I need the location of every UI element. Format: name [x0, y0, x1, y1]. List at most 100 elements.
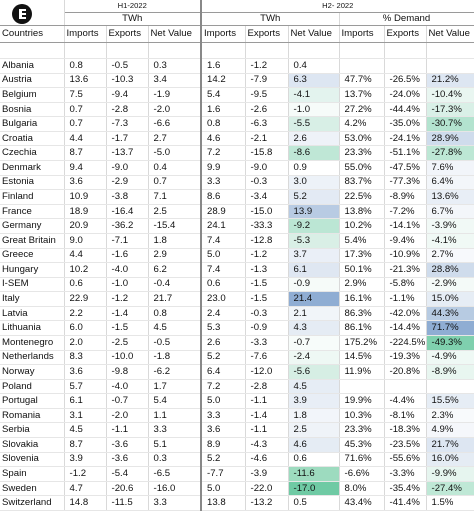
h2-exports-cell: -2.6 — [245, 102, 289, 118]
h1-net-cell: -2.0 — [148, 102, 202, 118]
h1-imports-cell: -1.2 — [64, 466, 107, 482]
pct-net-cell: 21.2% — [426, 73, 474, 89]
pct-net-cell: -17.3% — [426, 102, 474, 118]
h2-exports-cell: -4.6 — [245, 452, 289, 468]
logo-cell — [0, 0, 65, 26]
h2-exports-cell: -2.8 — [245, 379, 289, 395]
pct-net-cell: -27.8% — [426, 145, 474, 162]
country-cell: Denmark — [0, 160, 65, 176]
h2-imports-cell: 7.4 — [200, 262, 246, 278]
header-row-units: TWh TWh % Demand — [0, 12, 474, 26]
h2-imports-cell: 3.6 — [200, 422, 246, 439]
h2-net-cell: -9.2 — [288, 218, 340, 234]
h2-imports-cell: 4.6 — [200, 131, 246, 147]
h1-exports-cell: -3.8 — [106, 189, 149, 205]
h1-imports-cell: 3.6 — [64, 175, 107, 191]
pct-net-cell: 15.0% — [426, 291, 474, 307]
h1-exports-cell: -13.7 — [106, 145, 149, 162]
h1-imports-cell: 13.6 — [64, 73, 107, 89]
pct-imports-cell: 10.2% — [339, 218, 385, 234]
h2-imports-cell: 23.0 — [200, 291, 246, 307]
h2-imports-header: Imports — [200, 25, 246, 43]
pct-exports-cell: -18.3% — [384, 422, 427, 439]
h2-net-cell: 5.2 — [288, 189, 340, 205]
h2-exports-cell: -22.0 — [245, 481, 289, 497]
pct-imports-header: Imports — [339, 25, 385, 43]
table-row: Germany 20.9 -36.2 -15.4 24.1 -33.3 -9.2 10.2% -… — [0, 218, 474, 234]
h2-exports-cell: -1.2 — [245, 58, 289, 74]
table-row: Portugal 6.1 -0.7 5.4 5.0 -1.1 3.9 19.9% -4.4% 15… — [0, 393, 474, 409]
pct-exports-cell: -47.5% — [384, 160, 427, 176]
country-cell: Romania — [0, 408, 65, 424]
country-cell: Serbia — [0, 422, 65, 439]
h2-net-header: Net Value — [288, 25, 340, 43]
h2-imports-cell: 5.0 — [200, 481, 246, 497]
h1-net-cell: 0.7 — [148, 175, 202, 191]
h2-imports-cell: 3.3 — [200, 175, 246, 191]
h2-exports-cell: -15.0 — [245, 204, 289, 220]
h1-exports-cell: -4.0 — [106, 262, 149, 278]
h1-imports-cell: 2.0 — [64, 335, 107, 351]
h2-imports-cell: 14.2 — [200, 73, 246, 89]
h1-exports-cell: -2.5 — [106, 335, 149, 351]
pct-exports-cell: -41.4% — [384, 495, 427, 511]
pct-net-cell: 28.8% — [426, 262, 474, 278]
h2-imports-cell: 0.6 — [200, 277, 246, 293]
pct-imports-cell: 47.7% — [339, 73, 385, 89]
pct-exports-cell: -42.0% — [384, 306, 427, 322]
country-cell: Netherlands — [0, 350, 65, 366]
table-row: Slovenia 3.9 -3.6 0.3 5.2 -4.6 0.6 71.6% -55.6% 1… — [0, 452, 474, 468]
h2-net-cell: 1.8 — [288, 408, 340, 424]
h1-exports-cell: -3.6 — [106, 437, 149, 453]
pct-imports-cell: 8.0% — [339, 481, 385, 497]
table-row: Belgium 7.5 -9.4 -1.9 5.4 -9.5 -4.1 13.7% -24.0%… — [0, 87, 474, 103]
h1-imports-cell: 4.5 — [64, 422, 107, 439]
pct-imports-cell: 16.1% — [339, 291, 385, 307]
h2-net-cell: 0.4 — [288, 58, 340, 74]
pct-exports-cell: -24.0% — [384, 87, 427, 103]
table-row: Sweden 4.7 -20.6 -16.0 5.0 -22.0 -17.0 8.0% -35.… — [0, 481, 474, 497]
h2-imports-cell: 28.9 — [200, 204, 246, 220]
h2-net-cell: -5.3 — [288, 233, 340, 249]
h2-imports-cell: 24.1 — [200, 218, 246, 234]
country-cell: Poland — [0, 379, 65, 395]
pct-net-cell: -2.9% — [426, 277, 474, 293]
country-cell: Greece — [0, 248, 65, 264]
h2-exports-cell: -3.9 — [245, 466, 289, 482]
pct-exports-cell — [384, 379, 427, 395]
pct-net-cell: 2.3% — [426, 408, 474, 424]
h2-exports-cell: -15.8 — [245, 145, 289, 162]
pct-net-cell: 1.5% — [426, 495, 474, 511]
table-row: Lithuania 6.0 -1.5 4.5 5.3 -0.9 4.3 86.1% -14.4%… — [0, 320, 474, 336]
pct-exports-cell: -77.3% — [384, 175, 427, 191]
h2-exports-cell: -2.1 — [245, 131, 289, 147]
h2-exports-cell: -0.9 — [245, 320, 289, 336]
h1-imports-cell: 10.9 — [64, 189, 107, 205]
h1-net-cell: 1.7 — [148, 379, 202, 395]
pct-imports-cell: 17.3% — [339, 248, 385, 264]
h1-imports-cell: 0.7 — [64, 102, 107, 118]
h1-exports-cell: -10.0 — [106, 350, 149, 366]
h2-net-cell: 6.3 — [288, 73, 340, 89]
pct-imports-cell: 83.7% — [339, 175, 385, 191]
table-row: Serbia 4.5 -1.1 3.3 3.6 -1.1 2.5 23.3% -18.3% 4.9… — [0, 422, 474, 439]
table-row: France 18.9 -16.4 2.5 28.9 -15.0 13.9 13.8% -7.2… — [0, 204, 474, 220]
h2-exports-cell: -9.0 — [245, 160, 289, 176]
h1-imports-cell: 8.3 — [64, 350, 107, 366]
country-cell: Norway — [0, 364, 65, 380]
h2-exports-cell: -13.2 — [245, 495, 289, 511]
h2-net-cell: 4.5 — [288, 379, 340, 395]
h1-net-cell: 2.9 — [148, 248, 202, 264]
h2-period-header: H2- 2022 — [200, 0, 474, 13]
table-row: Spain -1.2 -5.4 -6.5 -7.7 -3.9 -11.6 -6.6% -3.3%… — [0, 466, 474, 482]
h2-net-cell: 2.1 — [288, 306, 340, 322]
h2-exports-cell: -1.2 — [245, 248, 289, 264]
h1-net-cell: 1.1 — [148, 408, 202, 424]
h2-exports-cell: -1.1 — [245, 393, 289, 409]
pct-imports-cell: -6.6% — [339, 466, 385, 482]
h1-net-cell: 21.7 — [148, 291, 202, 307]
h1-net-cell: -1.9 — [148, 87, 202, 103]
table-row: Great Britain 9.0 -7.1 1.8 7.4 -12.8 -5.3 5.4% -… — [0, 233, 474, 249]
pct-imports-cell: 53.0% — [339, 131, 385, 147]
pct-exports-cell: -8.9% — [384, 189, 427, 205]
